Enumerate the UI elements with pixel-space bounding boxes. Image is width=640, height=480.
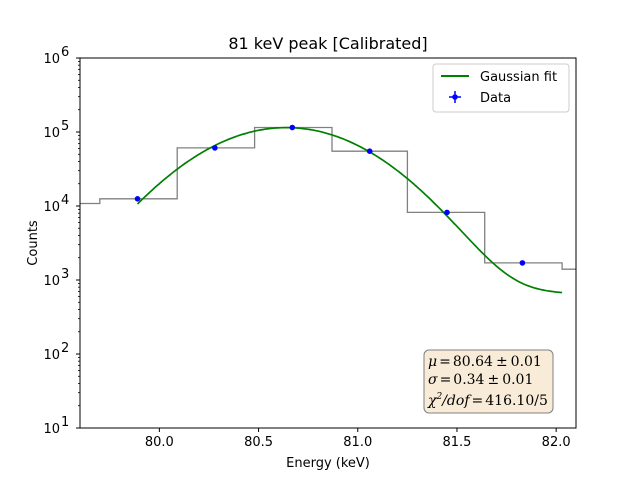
data-point: [444, 209, 450, 216]
y-tick-exponent: 2: [61, 341, 69, 356]
gaussian-fit-layer: [136, 126, 563, 294]
chi-value: 416.10/5: [485, 393, 548, 409]
fit-chi2-line: χ2/dof = 416.10/5: [427, 392, 548, 409]
y-tick-label: 10: [43, 422, 60, 437]
x-tick-label: 81.5: [442, 435, 471, 450]
gaussian-fit-line: [136, 126, 563, 294]
y-tick-exponent: 4: [61, 193, 69, 208]
fit-mu-line: μ = 80.64 ±0.01: [428, 354, 542, 370]
x-tick-label: 81.0: [343, 435, 372, 450]
y-tick-label: 10: [43, 348, 60, 363]
axes-frame: [79, 57, 577, 429]
chi-equals: =: [472, 393, 484, 409]
chi-symbol: χ: [427, 393, 438, 409]
fit-sigma-line: σ = 0.34 ±0.01: [428, 372, 533, 388]
y-tick-label: 10: [43, 126, 60, 141]
legend-data-point: [452, 94, 458, 100]
y-tick-label: 10: [43, 52, 60, 67]
chi-exponent: 2: [435, 392, 442, 402]
x-tick-label: 82.0: [542, 435, 571, 450]
data-point: [519, 260, 526, 266]
y-axis-label: Counts: [26, 220, 41, 266]
sigma-pm: ±: [487, 372, 499, 388]
y-tick-exponent: 5: [61, 119, 69, 134]
legend-data-swatch: [449, 91, 461, 103]
mu-equals: =: [439, 354, 451, 370]
chi-dof: /dof: [440, 393, 472, 409]
x-tick-label: 80.0: [145, 435, 174, 450]
y-tick-exponent: 6: [61, 45, 69, 60]
mu-pm: ±: [496, 354, 508, 370]
fit-results-background: [423, 349, 554, 414]
x-axis-ticks: 80.0 80.5 81.0 81.5 82.0: [145, 428, 571, 450]
sigma-equals: =: [440, 372, 452, 388]
mu-value: 80.64: [453, 354, 493, 370]
mu-symbol: μ: [428, 354, 437, 370]
sigma-error: 0.01: [502, 372, 533, 388]
fit-results-box: μ = 80.64 ±0.01 σ = 0.34 ±0.01 χ2/dof = 416.10/5: [423, 349, 554, 414]
y-tick-exponent: 1: [61, 415, 69, 430]
sigma-value: 0.34: [453, 372, 484, 388]
x-tick-label: 80.5: [244, 435, 273, 450]
sigma-symbol: σ: [428, 372, 438, 388]
legend-fit-label: Gaussian fit: [480, 70, 557, 85]
data-point: [212, 145, 218, 151]
chart-title: 81 keV peak [Calibrated]: [228, 34, 427, 53]
y-tick-label: 10: [43, 274, 60, 289]
legend: Gaussian fit Data: [432, 63, 570, 113]
mu-error: 0.01: [511, 354, 542, 370]
y-tick-label: 10: [43, 200, 60, 215]
data-point: [366, 148, 373, 154]
legend-data-label: Data: [480, 91, 511, 106]
y-tick-exponent: 3: [61, 267, 69, 282]
data-points-layer: [134, 124, 526, 266]
x-axis-label: Energy (keV): [286, 456, 370, 471]
data-point: [134, 196, 141, 202]
data-point: [289, 124, 296, 131]
